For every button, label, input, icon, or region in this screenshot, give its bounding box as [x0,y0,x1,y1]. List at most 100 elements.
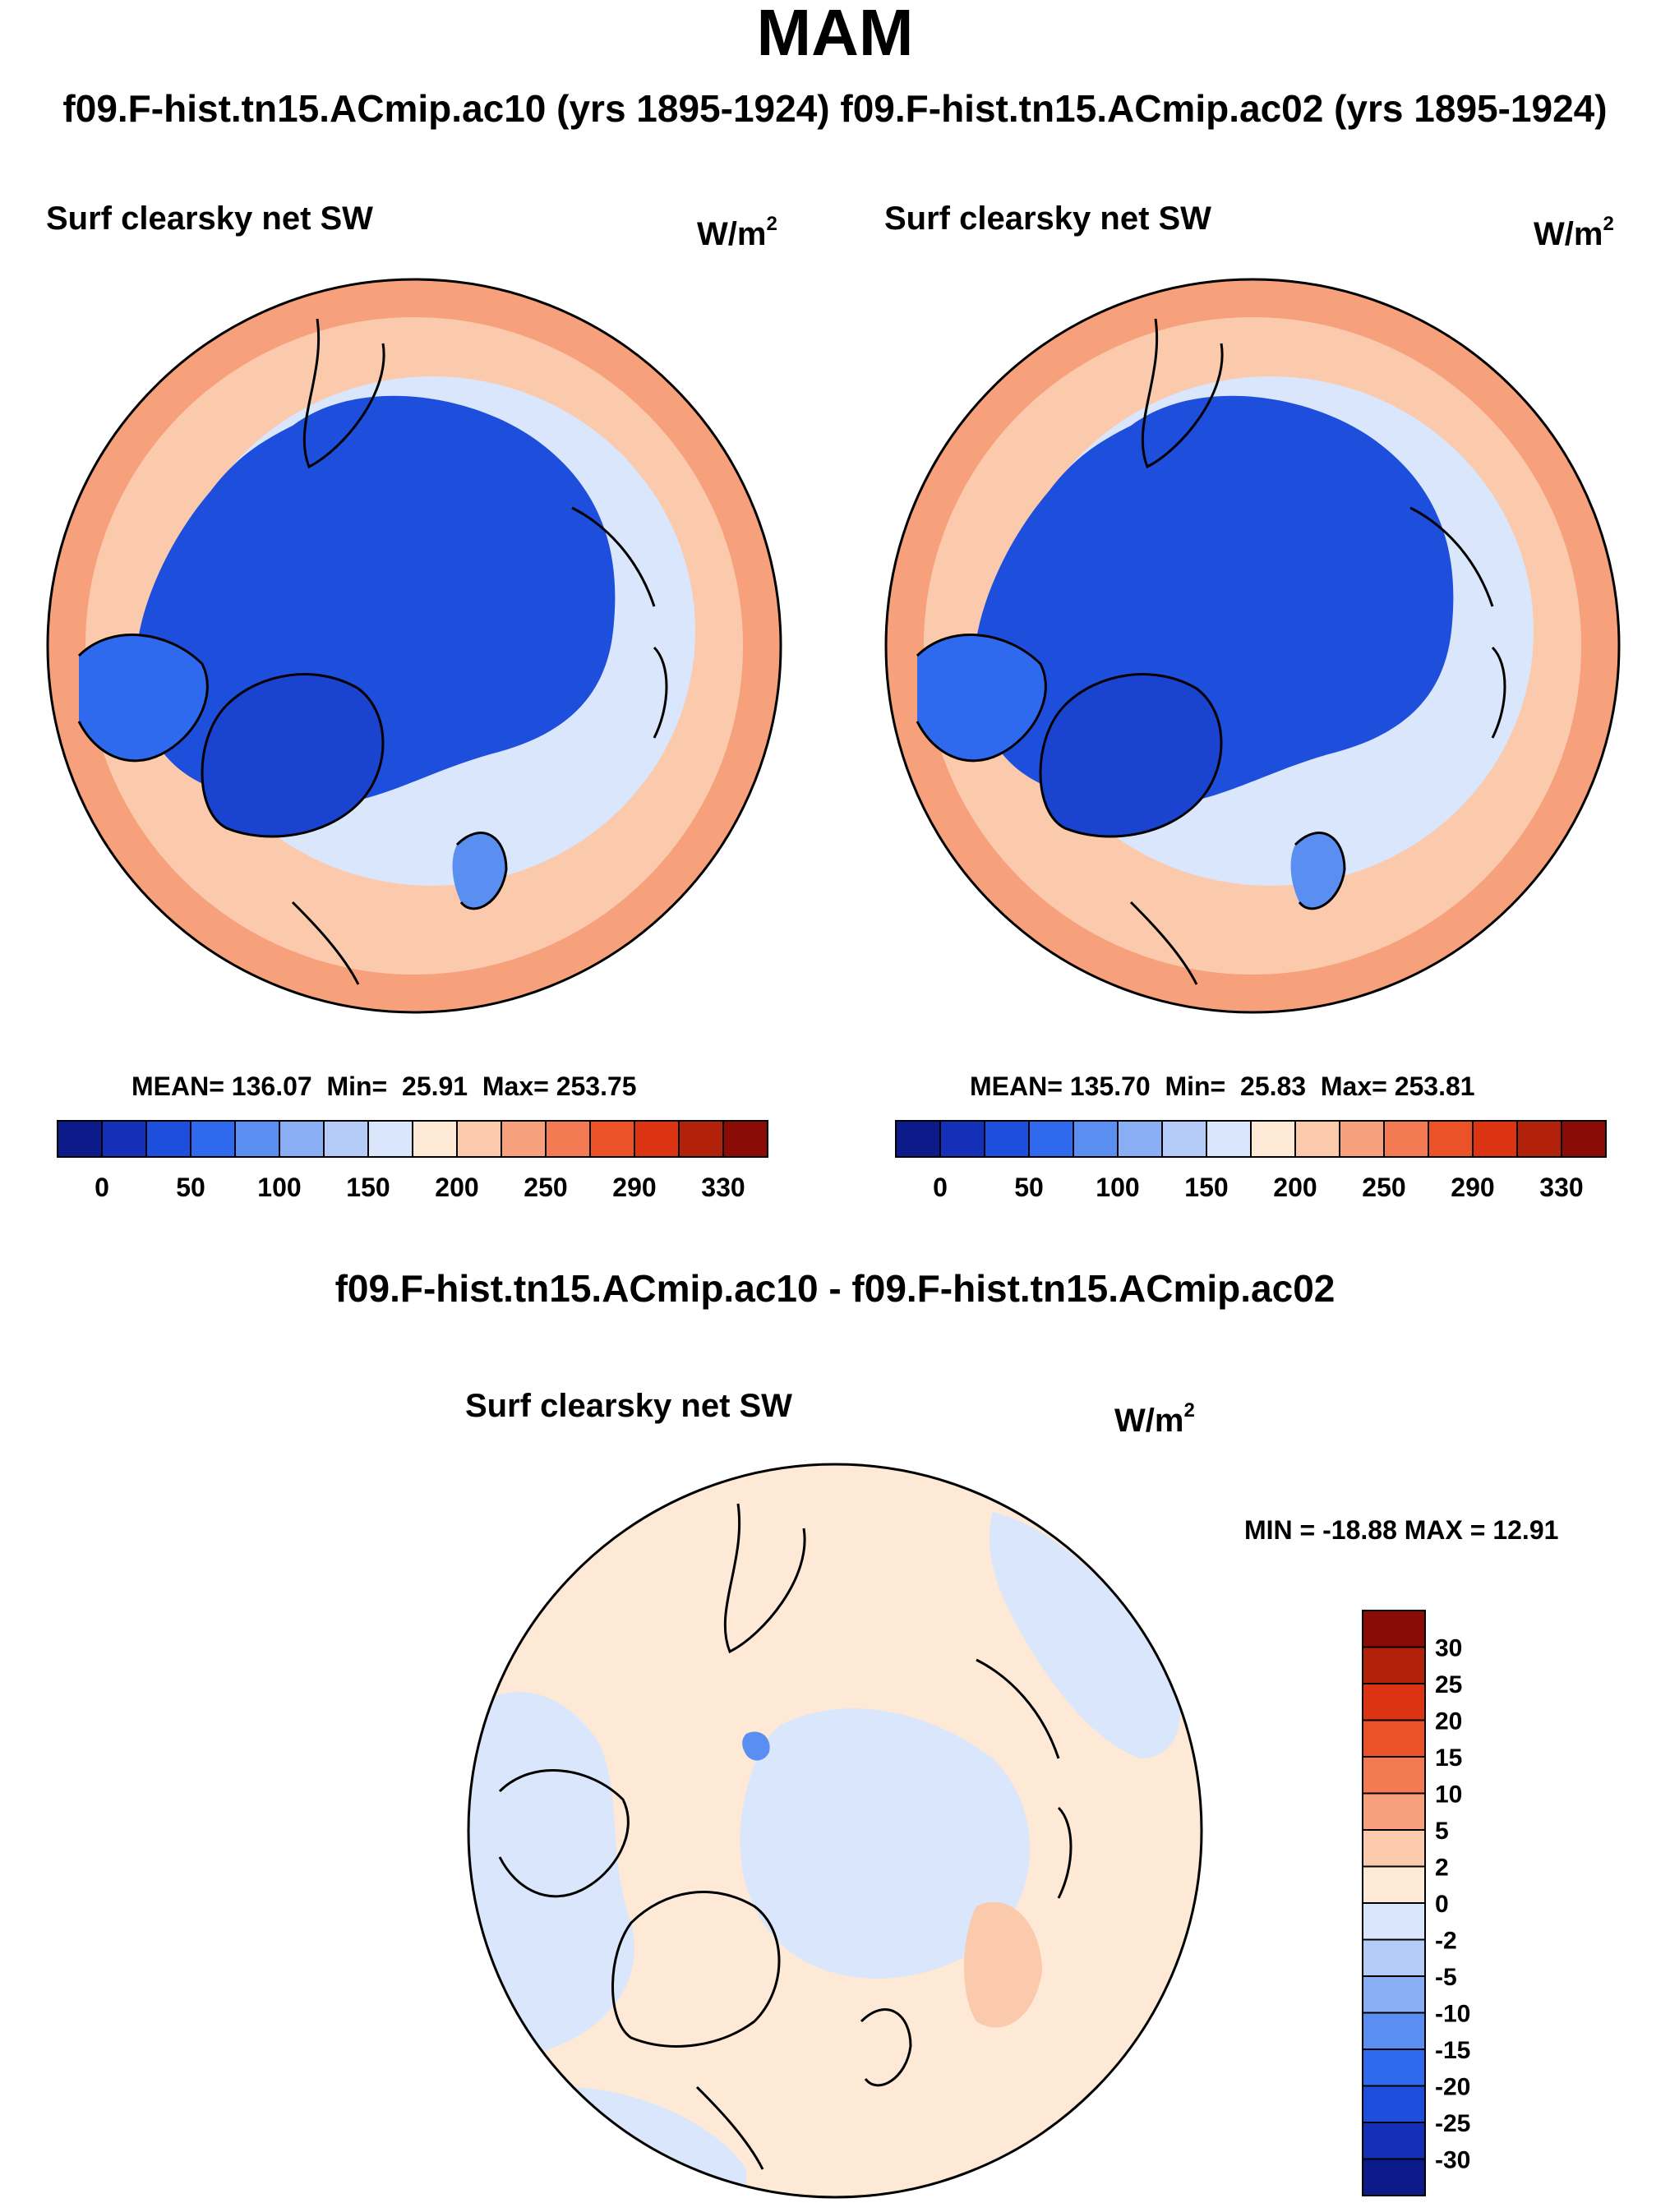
diff-colorbar-tick-label: -20 [1435,2074,1470,2101]
panel1-colorbar-tick-label: 330 [701,1173,745,1202]
diff-colorbar-swatch [1362,1938,1426,1977]
panel1-greenland [202,674,383,836]
diff-colorbar-tick-label: 5 [1435,1818,1449,1845]
diff-colorbar-tick-label: -15 [1435,2037,1470,2064]
diff-colorbar-tick-label: -10 [1435,2001,1470,2028]
panel2-coastlines [916,318,1506,985]
panel2-colorbar-swatch [1294,1120,1340,1158]
panel1-map [46,278,782,1014]
diff-colorbar-tick-label: 30 [1435,1635,1462,1662]
diff-colorbar-swatch [1362,1865,1426,1904]
panel2-colorbar-swatch [895,1120,941,1158]
panel1-canada-land [79,634,208,761]
panel1-colorbar-swatch [545,1120,591,1158]
panel1-colorbar-swatch [412,1120,458,1158]
diff-colorbar-tick-label: -5 [1435,1964,1457,1991]
diff-colorbar-swatch [1362,2122,1426,2160]
panel1-colorbar-swatch [57,1120,103,1158]
difference-title: f09.F-hist.tn15.ACmip.ac10 - f09.F-hist.… [334,1267,1336,1310]
panel1-colorbar-swatch [456,1120,502,1158]
diff-coastlines [498,1503,1073,2170]
diff-colorbar-tick-label: 20 [1435,1708,1462,1735]
panel2-colorbar-tick-label: 250 [1362,1173,1405,1202]
panel2-colorbar-swatch [939,1120,985,1158]
diff-map [467,1463,1203,2199]
panel2-colorbar-tick-label: 290 [1451,1173,1494,1202]
diff-colorbar-swatch [1362,1646,1426,1684]
panel1-colorbar-tick-label: 150 [346,1173,390,1202]
panel2-map [884,278,1621,1014]
diff-colorbar-swatch [1362,1610,1426,1648]
panel2-colorbar-swatch [1383,1120,1429,1158]
case-b-title: f09.F-hist.tn15.ACmip.ac02 (yrs 1895-192… [840,87,1608,130]
panel1-colorbar-swatch [634,1120,680,1158]
panel2-colorbar-swatch [984,1120,1030,1158]
panel2-colorbar-swatch [1561,1120,1607,1158]
panel1-colorbar-tick-label: 250 [524,1173,567,1202]
diff-colorbar-swatch [1362,1756,1426,1795]
panel2-colorbar-tick-label: 150 [1184,1173,1228,1202]
panel1-colorbar-tick-label: 290 [612,1173,656,1202]
panel2-colorbar-tick-label: 330 [1539,1173,1583,1202]
panel1-colorbar-swatch [101,1120,147,1158]
panel1-colorbar-tick-label: 50 [176,1173,205,1202]
panel1-colorbar-swatch [279,1120,325,1158]
diff-minmax: MIN = -18.88 MAX = 12.91 [1244,1515,1559,1545]
panel2-colorbar-tick-label: 0 [933,1173,948,1202]
diff-negative-region-center [740,1708,1030,1979]
diff-colorbar-tick-label: 25 [1435,1671,1462,1698]
panel2-colorbar-swatch [1339,1120,1385,1158]
diff-units: W/m2 [1114,1399,1195,1439]
panel2-canada-land [917,634,1046,761]
panel2-greenland [1040,674,1221,836]
panel2-variable: Surf clearsky net SW [884,200,1211,237]
diff-colorbar-swatch [1362,1792,1426,1831]
panel2-colorbar-swatch [1516,1120,1562,1158]
diff-colorbar-tick-label: -25 [1435,2110,1470,2137]
panel1-colorbar: 0 50 100 150 200 250 290 330 [57,1120,768,1202]
figure-title: MAM [756,0,914,69]
panel1-variable: Surf clearsky net SW [46,200,373,237]
panel1-colorbar-swatch [234,1120,280,1158]
diff-variable: Surf clearsky net SW [465,1388,792,1424]
panel2-colorbar-tick-label: 200 [1273,1173,1317,1202]
panel1-colorbar-swatch [722,1120,768,1158]
panel2-colorbar-tick-label: 100 [1096,1173,1139,1202]
panel2-colorbar-swatch [1206,1120,1252,1158]
panel2-stats: MEAN= 135.70 Min= 25.83 Max= 253.81 [970,1071,1475,1101]
diff-colorbar-swatch [1362,1719,1426,1758]
diff-colorbar-tick-label: 0 [1435,1891,1449,1918]
panel2-colorbar-swatch [1161,1120,1207,1158]
panel2-units: W/m2 [1534,213,1614,252]
panel1-colorbar-swatch [323,1120,369,1158]
panel1-colorbar-tick-label: 200 [435,1173,478,1202]
diff-colorbar-tick-label: -2 [1435,1928,1457,1955]
panel2-colorbar-tick-label: 50 [1014,1173,1044,1202]
diff-colorbar-tick-label: -30 [1435,2147,1470,2174]
diff-colorbar-swatch [1362,2012,1426,2050]
diff-colorbar-swatch [1362,2085,1426,2123]
diff-colorbar-tick-label: 2 [1435,1855,1449,1882]
panel1-colorbar-tick-label: 0 [95,1173,109,1202]
panel2-colorbar-swatch [1073,1120,1119,1158]
panel1-colorbar-swatch [190,1120,236,1158]
panel2-colorbar-swatch [1250,1120,1296,1158]
panel2-colorbar-swatch [1472,1120,1518,1158]
panel1-coastlines [77,318,668,985]
diff-colorbar-tick-label: 15 [1435,1744,1462,1772]
panel2-colorbar: 0 50 100 150 200 250 290 330 [895,1120,1607,1202]
diff-colorbar-swatch [1362,1683,1426,1721]
panel1-colorbar-swatch [501,1120,547,1158]
diff-colorbar-swatch [1362,1902,1426,1941]
panel1-stats: MEAN= 136.07 Min= 25.91 Max= 253.75 [131,1071,637,1101]
panel1-colorbar-swatch [589,1120,635,1158]
panel1-colorbar-swatch [367,1120,413,1158]
case-titles: f09.F-hist.tn15.ACmip.ac10 (yrs 1895-192… [0,84,1670,133]
panel1-colorbar-tick-label: 100 [257,1173,301,1202]
panel1-colorbar-swatch [145,1120,191,1158]
diff-colorbar-tick-label: 10 [1435,1781,1462,1809]
diff-positive-hotspot [964,1901,1042,2028]
panel2-colorbar-swatch [1428,1120,1474,1158]
panel1-scandinavia [452,832,506,909]
